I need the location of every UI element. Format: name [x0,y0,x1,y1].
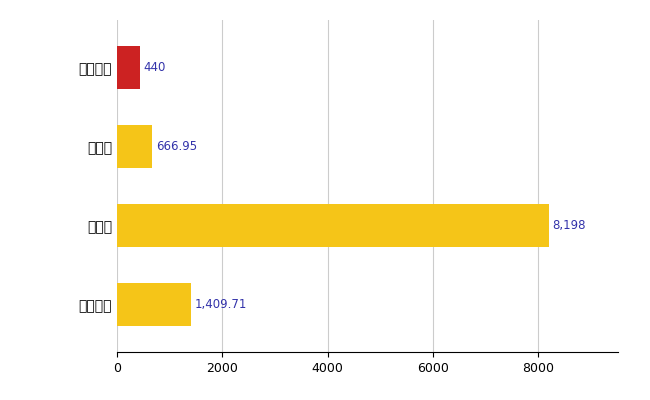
Bar [117,125,152,168]
Text: 440: 440 [144,61,166,74]
Bar [117,283,191,326]
Bar [117,204,549,247]
Bar [117,46,140,89]
Text: 666.95: 666.95 [156,140,197,153]
Text: 8,198: 8,198 [552,219,586,232]
Text: 1,409.71: 1,409.71 [195,298,248,311]
